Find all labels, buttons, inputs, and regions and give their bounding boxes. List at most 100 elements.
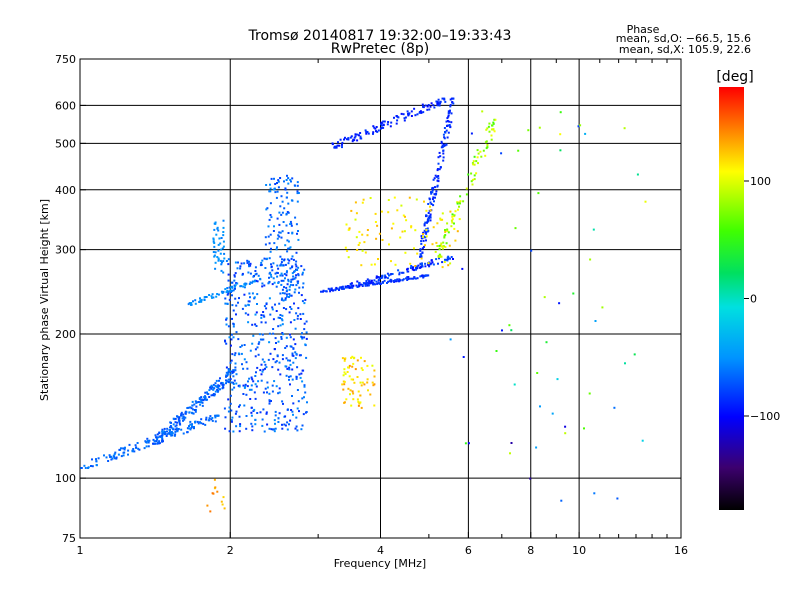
data-point xyxy=(289,333,291,336)
data-point xyxy=(120,455,123,458)
data-point xyxy=(472,160,475,163)
data-point xyxy=(297,238,300,241)
data-point xyxy=(216,256,219,258)
data-point xyxy=(241,363,243,366)
data-point xyxy=(283,273,286,275)
data-point xyxy=(341,141,344,144)
data-point xyxy=(217,229,220,232)
data-point xyxy=(449,98,452,101)
data-point xyxy=(426,221,429,223)
data-point xyxy=(423,229,426,232)
data-point xyxy=(214,251,217,254)
data-point xyxy=(233,354,236,357)
data-point xyxy=(432,178,435,181)
data-point xyxy=(217,258,220,261)
data-point xyxy=(243,286,246,289)
data-point xyxy=(465,193,468,196)
data-point xyxy=(357,244,360,246)
data-point xyxy=(479,150,482,153)
data-point xyxy=(272,328,275,330)
data-point xyxy=(257,380,260,383)
data-point xyxy=(588,392,591,395)
data-point xyxy=(424,104,427,107)
data-point xyxy=(433,177,436,180)
data-point xyxy=(263,430,266,433)
data-point xyxy=(268,392,271,395)
data-point xyxy=(214,221,217,224)
data-point xyxy=(289,359,291,362)
data-point xyxy=(268,332,271,335)
data-point xyxy=(279,274,282,277)
data-point xyxy=(278,235,281,238)
data-point xyxy=(247,380,249,383)
data-point xyxy=(451,218,454,221)
data-point xyxy=(227,292,230,295)
data-point xyxy=(274,272,277,275)
data-point xyxy=(281,274,284,277)
data-point xyxy=(209,415,212,418)
data-point xyxy=(231,353,234,356)
data-point xyxy=(374,283,377,286)
data-point xyxy=(295,416,298,419)
data-point xyxy=(438,257,440,260)
data-point xyxy=(344,285,347,288)
data-point xyxy=(409,262,412,265)
data-point xyxy=(222,386,225,389)
data-point xyxy=(233,275,236,278)
data-point xyxy=(348,364,351,367)
data-point xyxy=(426,105,429,108)
data-point xyxy=(376,282,379,285)
data-point xyxy=(486,144,489,146)
data-point xyxy=(490,128,493,131)
data-point xyxy=(424,262,427,265)
data-point xyxy=(261,370,264,373)
data-point xyxy=(245,415,248,417)
data-point xyxy=(348,286,351,289)
data-point xyxy=(264,267,267,269)
data-point xyxy=(271,308,274,311)
data-point xyxy=(226,302,229,305)
data-point xyxy=(480,155,483,158)
data-point xyxy=(439,166,442,169)
data-point xyxy=(252,334,255,337)
data-point xyxy=(436,102,439,105)
data-point xyxy=(284,187,287,190)
data-point xyxy=(344,357,347,360)
data-point xyxy=(351,365,354,368)
data-point xyxy=(180,428,183,431)
data-point xyxy=(450,112,453,115)
data-point xyxy=(439,218,442,221)
data-point xyxy=(482,149,485,152)
data-point xyxy=(213,255,216,258)
data-point xyxy=(405,277,407,280)
data-point xyxy=(222,231,225,233)
data-point xyxy=(420,111,423,114)
data-point xyxy=(270,428,273,431)
data-point xyxy=(353,136,356,139)
data-point xyxy=(422,111,425,114)
data-point xyxy=(373,263,376,266)
data-point xyxy=(265,411,268,414)
data-point xyxy=(289,306,292,308)
data-point xyxy=(431,186,434,189)
data-point xyxy=(253,391,256,394)
data-point xyxy=(248,377,251,380)
data-point xyxy=(225,382,227,385)
data-point xyxy=(134,444,137,447)
data-point xyxy=(539,405,541,408)
data-point xyxy=(367,284,370,287)
data-point xyxy=(270,400,272,402)
data-point xyxy=(174,417,177,420)
data-point xyxy=(238,385,241,388)
data-point xyxy=(260,321,263,324)
data-point xyxy=(560,499,563,502)
data-point xyxy=(292,258,295,261)
data-point xyxy=(366,229,369,231)
data-point xyxy=(459,195,462,198)
data-point xyxy=(211,386,214,389)
data-point xyxy=(419,255,422,258)
data-point xyxy=(226,372,229,375)
data-point xyxy=(263,305,266,308)
data-point xyxy=(263,257,266,260)
data-point xyxy=(272,262,275,265)
